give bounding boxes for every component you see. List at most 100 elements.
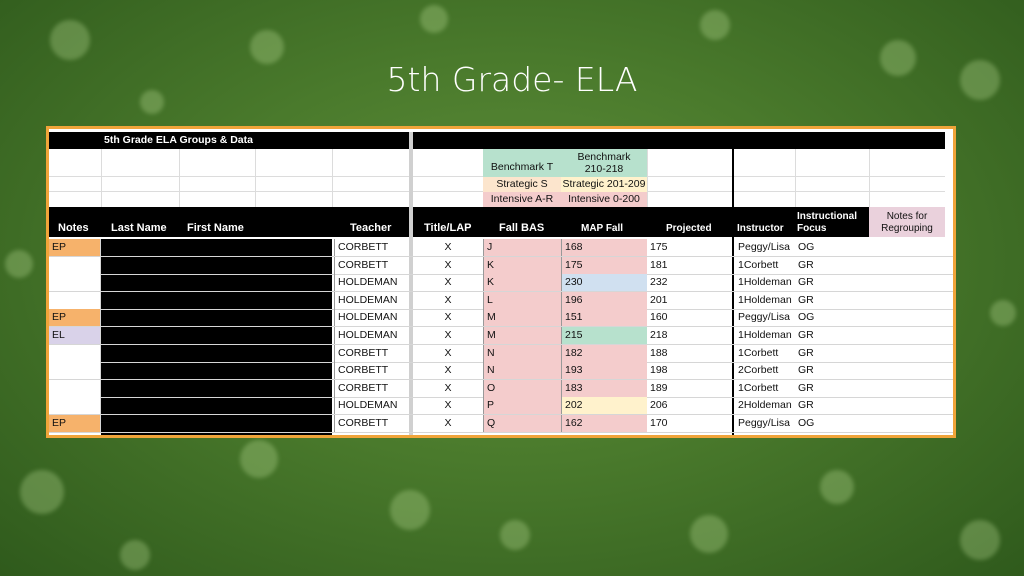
cell-fall-bas: N <box>483 344 561 362</box>
legend-intensive-label: Intensive A-R <box>483 192 561 207</box>
cell-teacher: HOLDEMAN <box>334 397 409 415</box>
legend-benchmark-range: Benchmark 210-218 <box>561 149 647 177</box>
cell-teacher: CORBETT <box>334 344 409 362</box>
cell-map-fall: 215 <box>561 327 647 344</box>
cell-projected: 218 <box>650 329 668 341</box>
cell-map-fall: 193 <box>561 362 647 380</box>
cell-projected: 160 <box>650 311 668 324</box>
cell-projected: 201 <box>650 293 668 306</box>
cell-title-lap: X <box>444 346 452 359</box>
cell-title-lap: X <box>444 258 452 271</box>
banner-title: 5th Grade ELA Groups & Data <box>104 134 253 146</box>
row-divider <box>49 326 953 328</box>
cell-instructor: 1Holdeman <box>738 329 792 341</box>
cell-fall-bas: Q <box>483 415 561 432</box>
cell-title-lap: X <box>444 241 452 253</box>
cell-fall-bas: L <box>483 291 561 309</box>
legend-strategic-range: Strategic 201-209 <box>561 177 647 192</box>
legend-strategic-label: Strategic S <box>483 177 561 192</box>
cell-notes: EP <box>49 309 101 327</box>
cell-projected: 181 <box>650 258 668 271</box>
header-fall-bas: Fall BAS <box>499 222 545 234</box>
cell-title-lap: X <box>444 399 452 412</box>
row-divider <box>49 344 953 345</box>
cell-title-lap: X <box>444 311 452 324</box>
cell-map-fall: 196 <box>561 291 647 309</box>
cell-projected: 189 <box>650 381 668 394</box>
row-divider <box>49 414 953 416</box>
cell-instructor: 2Holdeman <box>738 399 792 412</box>
header-notes-regrouping-cell <box>869 207 945 237</box>
cell-fall-bas: P <box>483 397 561 415</box>
cell-teacher: HOLDEMAN <box>334 291 409 309</box>
cell-instructor: 1Holdeman <box>738 293 792 306</box>
header-projected: Projected <box>666 223 712 234</box>
cell-teacher: HOLDEMAN <box>334 327 409 344</box>
cell-title-lap: X <box>444 417 452 429</box>
row-divider <box>49 256 953 257</box>
cell-notes <box>49 274 101 292</box>
cell-focus: GR <box>798 381 814 394</box>
cell-focus: GR <box>798 258 814 271</box>
header-first-name: First Name <box>187 222 244 234</box>
header-notes: Notes <box>58 222 89 234</box>
cell-instructor: 1Corbett <box>738 381 779 394</box>
cell-fall-bas: M <box>483 327 561 344</box>
cell-focus: GR <box>798 346 814 359</box>
cell-focus: GR <box>798 329 814 341</box>
cell-focus: OG <box>798 311 815 324</box>
cell-title-lap: X <box>444 364 452 377</box>
cell-instructor: 1Corbett <box>738 346 779 359</box>
legend-intensive-range: Intensive 0-200 <box>561 192 647 207</box>
header-map-fall: MAP Fall <box>581 223 624 234</box>
cell-notes <box>49 379 101 397</box>
cell-map-fall: 168 <box>561 239 647 256</box>
row-divider <box>49 379 953 381</box>
cell-focus: GR <box>798 276 814 289</box>
header-title-lap: Title/LAP <box>424 222 472 234</box>
cell-notes <box>49 256 101 274</box>
cell-projected: 206 <box>650 399 668 412</box>
cell-instructor: 2Corbett <box>738 364 779 377</box>
cell-instructor: Peggy/Lisa <box>738 311 790 324</box>
redacted-names-block <box>101 239 332 435</box>
row-divider <box>49 432 953 433</box>
header-last-name: Last Name <box>111 222 167 234</box>
cell-focus: OG <box>798 241 815 253</box>
cell-focus: GR <box>798 293 814 306</box>
cell-notes: EP <box>49 239 101 256</box>
cell-fall-bas: K <box>483 256 561 274</box>
cell-focus: OG <box>798 417 815 429</box>
banner-bar <box>49 132 409 149</box>
cell-teacher: CORBETT <box>334 256 409 274</box>
cell-title-lap: X <box>444 329 452 341</box>
cell-notes <box>49 344 101 362</box>
header-instructor: Instructor <box>737 223 784 234</box>
header-teacher: Teacher <box>350 222 392 234</box>
cell-focus: GR <box>798 364 814 377</box>
cell-fall-bas: J <box>483 239 561 256</box>
row-divider <box>49 273 953 275</box>
cell-map-fall: 182 <box>561 344 647 362</box>
cell-title-lap: X <box>444 293 452 306</box>
cell-projected: 175 <box>650 241 668 253</box>
header-row-right <box>413 207 869 237</box>
cell-projected: 198 <box>650 364 668 377</box>
cell-map-fall: 230 <box>561 274 647 292</box>
cell-fall-bas: M <box>483 309 561 327</box>
cell-notes: EP <box>49 415 101 432</box>
cell-title-lap: X <box>444 276 452 289</box>
cell-teacher: CORBETT <box>334 239 409 256</box>
legend-benchmark-label: Benchmark T <box>483 149 561 177</box>
spreadsheet-screenshot: 5th Grade ELA Groups & Data Benchmark T … <box>46 126 956 438</box>
cell-teacher: CORBETT <box>334 362 409 380</box>
cell-map-fall: 151 <box>561 309 647 327</box>
cell-instructor: Peggy/Lisa <box>738 241 790 253</box>
cell-map-fall: 175 <box>561 256 647 274</box>
cell-notes <box>49 362 101 380</box>
slide-title: 5th Grade- ELA <box>386 60 638 99</box>
cell-notes <box>49 397 101 415</box>
cell-map-fall: 183 <box>561 379 647 397</box>
header-instructional-focus: Instructional Focus <box>797 211 858 234</box>
cell-teacher: HOLDEMAN <box>334 274 409 292</box>
